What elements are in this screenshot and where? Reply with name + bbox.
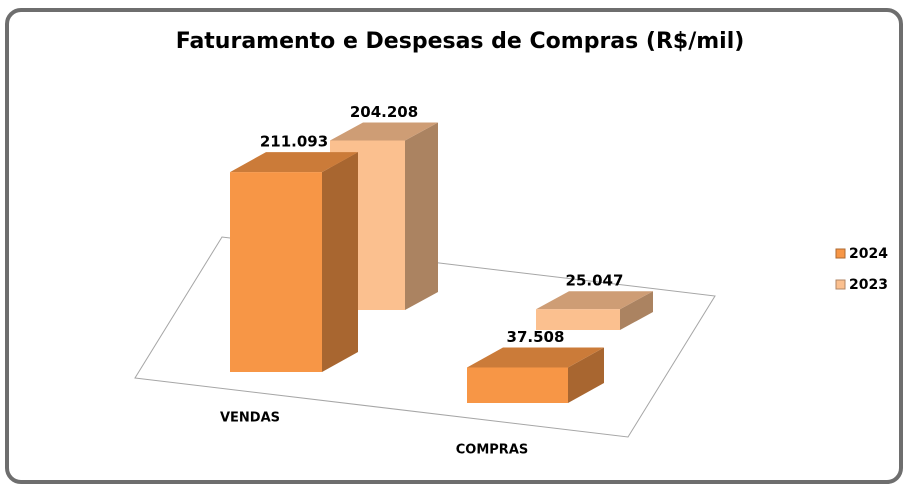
value-label: 37.508: [507, 328, 565, 346]
value-label: 25.047: [566, 272, 624, 290]
legend-swatch: [835, 279, 846, 290]
value-label: 204.208: [350, 103, 418, 121]
bar-side: [620, 291, 653, 330]
bar-top: [467, 347, 604, 368]
bar: [467, 367, 568, 403]
value-label: 211.093: [260, 133, 328, 151]
bar-side: [322, 152, 358, 372]
bar-side: [568, 347, 604, 403]
chart-title: Faturamento e Despesas de Compras (R$/mi…: [176, 29, 745, 54]
legend-swatch: [835, 248, 846, 259]
legend-label: 2023: [849, 277, 888, 293]
bar-side: [405, 122, 438, 311]
category-label: VENDAS: [220, 411, 280, 426]
bar: [230, 172, 322, 372]
bar-top: [330, 122, 438, 141]
bar: [536, 309, 620, 330]
category-label: COMPRAS: [456, 443, 529, 458]
legend-label: 2024: [849, 246, 888, 262]
bar-top: [230, 152, 358, 173]
bar-top: [536, 291, 653, 310]
